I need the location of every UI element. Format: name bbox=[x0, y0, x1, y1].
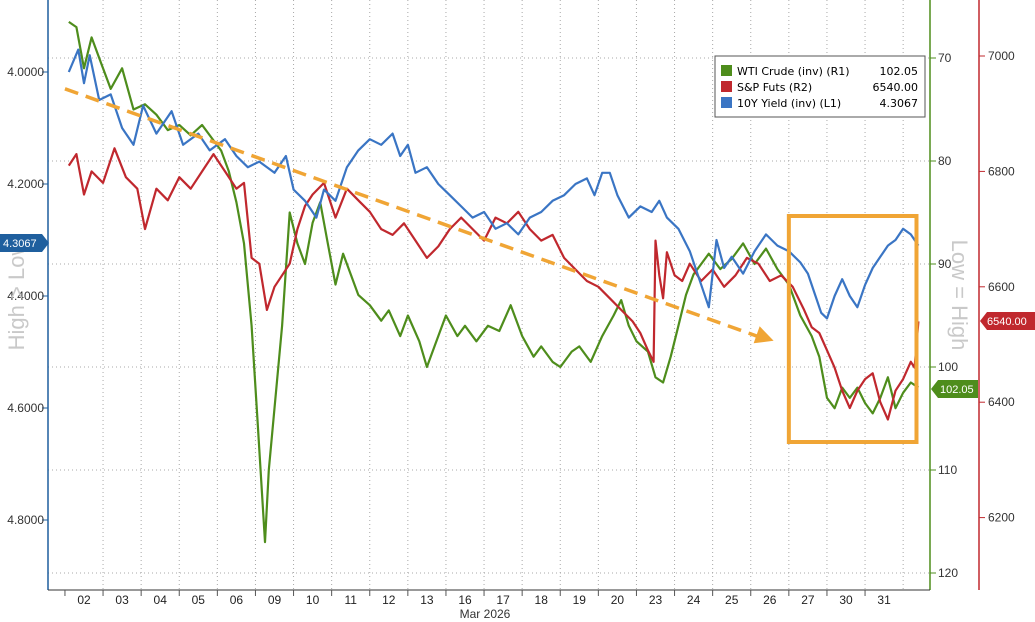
axes bbox=[47, 0, 980, 591]
legend-label-spx: S&P Futs (R2) bbox=[737, 81, 812, 94]
r1-tick-label: 70 bbox=[938, 51, 952, 65]
r1-tick-label: 90 bbox=[938, 257, 952, 271]
legend: WTI Crude (inv) (R1) 102.05 S&P Futs (R2… bbox=[714, 55, 926, 118]
left-tick-label: 4.6000 bbox=[7, 401, 44, 415]
legend-value-wti: 102.05 bbox=[880, 65, 919, 78]
x-tick-label: 02 bbox=[77, 593, 91, 607]
tick-layer: 02 03 04 05 06 09 10 11 12 13 16 17 18 19 20 23 24 25 26 27… bbox=[7, 49, 1015, 607]
tag-wti-text: 102.05 bbox=[940, 384, 974, 396]
last-value-tag-spx: 6540.00 bbox=[980, 312, 1035, 330]
legend-swatch-yield bbox=[721, 97, 732, 108]
x-tick-label: 06 bbox=[230, 593, 244, 607]
legend-swatch-wti bbox=[721, 65, 732, 76]
legend-swatch-spx bbox=[721, 81, 732, 92]
legend-box bbox=[714, 55, 926, 118]
grid bbox=[48, 0, 930, 590]
x-axis-month-label: Mar 2026 bbox=[460, 607, 511, 621]
r2-tick-label: 6200 bbox=[988, 511, 1015, 525]
trend-arrow-head bbox=[753, 326, 774, 344]
x-tick-label: 31 bbox=[877, 593, 891, 607]
x-tick-label: 03 bbox=[115, 593, 129, 607]
highlight-box bbox=[786, 214, 919, 444]
r1-tick-label: 80 bbox=[938, 154, 952, 168]
tag-spx-shape bbox=[980, 312, 1035, 330]
x-tick-label: 05 bbox=[192, 593, 206, 607]
x-tick-label: 19 bbox=[573, 593, 587, 607]
x-tick-label: 20 bbox=[611, 593, 625, 607]
x-tick-label: 30 bbox=[839, 593, 853, 607]
r2-tick-label: 6400 bbox=[988, 395, 1015, 409]
x-tick-label: 11 bbox=[344, 593, 357, 607]
r2-tick-label: 6600 bbox=[988, 280, 1015, 294]
r2-tick-label: 7000 bbox=[988, 49, 1015, 63]
x-tick-label: 09 bbox=[268, 593, 282, 607]
left-tick-label: 4.8000 bbox=[7, 513, 44, 527]
x-tick-label: 12 bbox=[382, 593, 396, 607]
x-tick-label: 18 bbox=[535, 593, 549, 607]
left-tick-label: 4.2000 bbox=[7, 177, 44, 191]
legend-value-yield: 4.3067 bbox=[880, 97, 919, 110]
trend-arrow-line bbox=[64, 87, 763, 340]
series-line-yield bbox=[67, 48, 920, 320]
x-tick-label: 26 bbox=[763, 593, 777, 607]
legend-value-spx: 6540.00 bbox=[873, 81, 919, 94]
tag-spx-text: 6540.00 bbox=[987, 316, 1027, 328]
x-tick-label: 10 bbox=[306, 593, 320, 607]
left-tick-label: 4.4000 bbox=[7, 289, 44, 303]
x-tick-label: 27 bbox=[801, 593, 815, 607]
last-value-tag-yield: 4.3067 bbox=[0, 234, 49, 252]
left-axis-title: High > Low bbox=[4, 240, 29, 351]
x-tick-label: 24 bbox=[687, 593, 701, 607]
r1-tick-label: 120 bbox=[938, 566, 958, 580]
r1-tick-label: 100 bbox=[938, 360, 958, 374]
x-tick-label: 23 bbox=[649, 593, 663, 607]
tag-yield-text: 4.3067 bbox=[3, 238, 37, 250]
x-tick-label: 13 bbox=[420, 593, 434, 607]
left-tick-label: 4.0000 bbox=[7, 65, 44, 79]
r1-tick-label: 110 bbox=[938, 463, 957, 477]
legend-label-wti: WTI Crude (inv) (R1) bbox=[737, 65, 850, 78]
x-tick-label: 04 bbox=[154, 593, 168, 607]
series-line-spx bbox=[67, 147, 920, 421]
last-value-tag-wti: 102.05 bbox=[931, 380, 978, 398]
annotation-layer bbox=[64, 87, 919, 444]
legend-label-yield: 10Y Yield (inv) (L1) bbox=[737, 97, 841, 110]
right-axis-title: Low = High bbox=[947, 240, 972, 351]
x-tick-label: 16 bbox=[458, 593, 472, 607]
x-tick-label: 17 bbox=[496, 593, 510, 607]
x-tick-label: 25 bbox=[725, 593, 739, 607]
tag-yield-shape bbox=[0, 234, 49, 252]
tag-wti-shape bbox=[931, 380, 978, 398]
r2-tick-label: 6800 bbox=[988, 164, 1015, 178]
